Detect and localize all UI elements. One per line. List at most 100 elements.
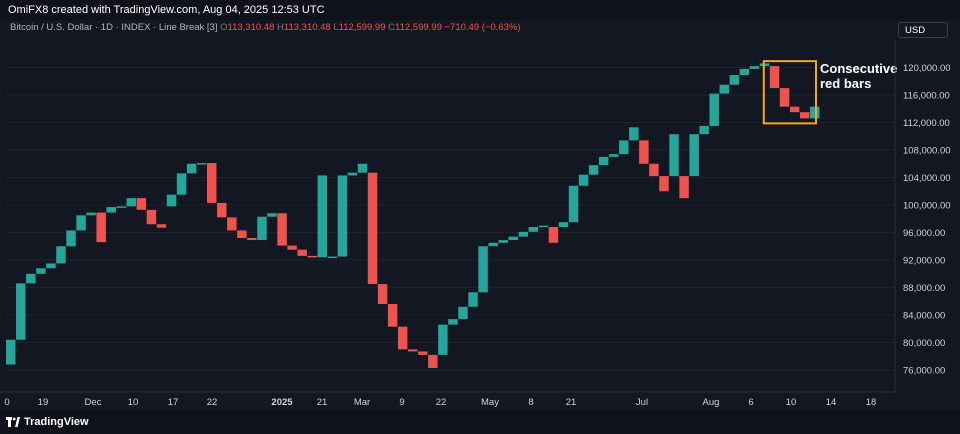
y-tick-label: 96,000.00: [903, 228, 945, 239]
up-brick: [588, 165, 599, 175]
down-brick: [237, 230, 247, 238]
down-brick: [217, 202, 227, 218]
up-brick: [26, 273, 36, 284]
down-brick: [679, 176, 689, 199]
up-brick: [508, 236, 518, 241]
legend-close-value: 112,599.99: [395, 22, 442, 33]
legend-change: −710.49 (−0.63%): [444, 22, 521, 33]
down-brick: [639, 140, 649, 164]
x-tick-label: 10: [128, 397, 139, 408]
up-brick: [498, 240, 508, 243]
x-tick-label: 14: [826, 397, 837, 408]
y-tick-label: 76,000.00: [903, 366, 945, 377]
up-brick: [669, 134, 679, 177]
x-tick-label: 19: [38, 397, 49, 408]
up-brick: [558, 222, 569, 227]
up-brick: [116, 206, 126, 208]
down-brick: [789, 106, 800, 113]
x-tick-label: 21: [317, 397, 328, 408]
down-brick: [247, 238, 257, 241]
x-tick-label: 2025: [271, 397, 293, 408]
y-tick-label: 120,000.00: [903, 63, 951, 74]
annotation-text-line1: Consecutive: [820, 61, 897, 76]
up-brick: [629, 127, 639, 141]
up-brick: [76, 215, 86, 231]
up-brick: [538, 225, 549, 228]
down-brick: [227, 217, 237, 231]
up-brick: [478, 246, 488, 293]
up-brick: [46, 263, 56, 269]
x-tick-label: 22: [436, 397, 447, 408]
time-axis[interactable]: 0 19 Dec 10 17 22 2025 21 Mar 9 22 May 8 21 Jul Aug 6 10 1…: [4, 397, 876, 408]
x-tick-label: 6: [748, 397, 753, 408]
currency-selector[interactable]: USD: [898, 22, 948, 38]
legend-open-label: O: [220, 22, 228, 33]
down-brick: [649, 163, 659, 177]
tradingview-logo-icon: [6, 417, 20, 427]
down-brick: [799, 112, 810, 119]
up-brick: [749, 66, 760, 69]
legend-high-label: H: [277, 22, 284, 33]
footer-brand: TradingView: [24, 416, 89, 428]
x-tick-label: Mar: [354, 397, 370, 408]
up-brick: [337, 175, 348, 257]
down-brick: [397, 326, 408, 350]
price-axis[interactable]: 76,000.00 80,000.00 84,000.00 88,000.00 92,0…: [903, 63, 951, 377]
up-brick: [86, 212, 96, 216]
legend-high-value: 113,310.48: [283, 22, 331, 33]
y-tick-label: 116,000.00: [903, 91, 950, 102]
footer-bar: TradingView: [0, 410, 960, 434]
y-tick-label: 88,000.00: [903, 283, 945, 294]
down-brick: [548, 227, 559, 243]
down-brick: [377, 284, 388, 304]
up-brick: [739, 68, 750, 76]
legend-low-label: L: [333, 22, 339, 33]
x-tick-label: 10: [786, 397, 797, 408]
line-break-chart[interactable]: Consecutive red bars 76,000.00 80,000.00 8…: [0, 0, 960, 410]
down-brick: [277, 213, 287, 246]
up-brick: [166, 194, 177, 207]
down-brick: [779, 88, 790, 107]
up-brick: [357, 163, 368, 173]
symbol-title: Bitcoin / U.S. Dollar · 1D · INDEX · Lin…: [10, 22, 218, 33]
up-brick: [468, 292, 478, 307]
x-tick-label: 0: [4, 397, 9, 408]
up-brick: [609, 154, 619, 157]
highlight-box: [762, 60, 817, 125]
up-brick: [598, 156, 609, 166]
down-brick: [96, 212, 106, 243]
y-tick-label: 92,000.00: [903, 256, 945, 267]
x-tick-label: May: [481, 397, 499, 408]
up-brick: [56, 246, 66, 264]
y-tick-label: 108,000.00: [903, 146, 951, 157]
down-brick: [207, 163, 217, 203]
up-brick: [810, 106, 820, 119]
x-tick-label: Jul: [636, 397, 648, 408]
down-brick: [367, 172, 378, 285]
up-brick: [689, 134, 699, 177]
legend-close-label: C: [388, 22, 396, 33]
up-brick: [327, 256, 338, 259]
x-tick-label: 9: [399, 397, 404, 408]
up-brick: [699, 125, 709, 135]
x-tick-label: Aug: [703, 397, 720, 408]
up-brick: [347, 172, 358, 176]
annotation-text-line2: red bars: [820, 76, 871, 91]
up-brick: [16, 283, 26, 340]
down-brick: [146, 209, 157, 225]
y-tick-label: 100,000.00: [903, 201, 951, 212]
chart-bricks: [6, 63, 820, 368]
x-tick-label: 22: [207, 397, 218, 408]
up-brick: [719, 84, 729, 94]
down-brick: [387, 304, 398, 327]
up-brick: [186, 163, 197, 174]
up-brick: [729, 75, 740, 85]
up-brick: [106, 207, 116, 213]
attribution-bar: OmiFX8 created with TradingView.com, Aug…: [0, 0, 960, 20]
y-tick-label: 80,000.00: [903, 338, 945, 349]
y-tick-label: 112,000.00: [903, 118, 950, 129]
up-brick: [578, 174, 589, 186]
x-tick-label: Dec: [85, 397, 102, 408]
down-brick: [307, 255, 317, 258]
symbol-legend: Bitcoin / U.S. Dollar · 1D · INDEX · Lin…: [10, 22, 521, 33]
